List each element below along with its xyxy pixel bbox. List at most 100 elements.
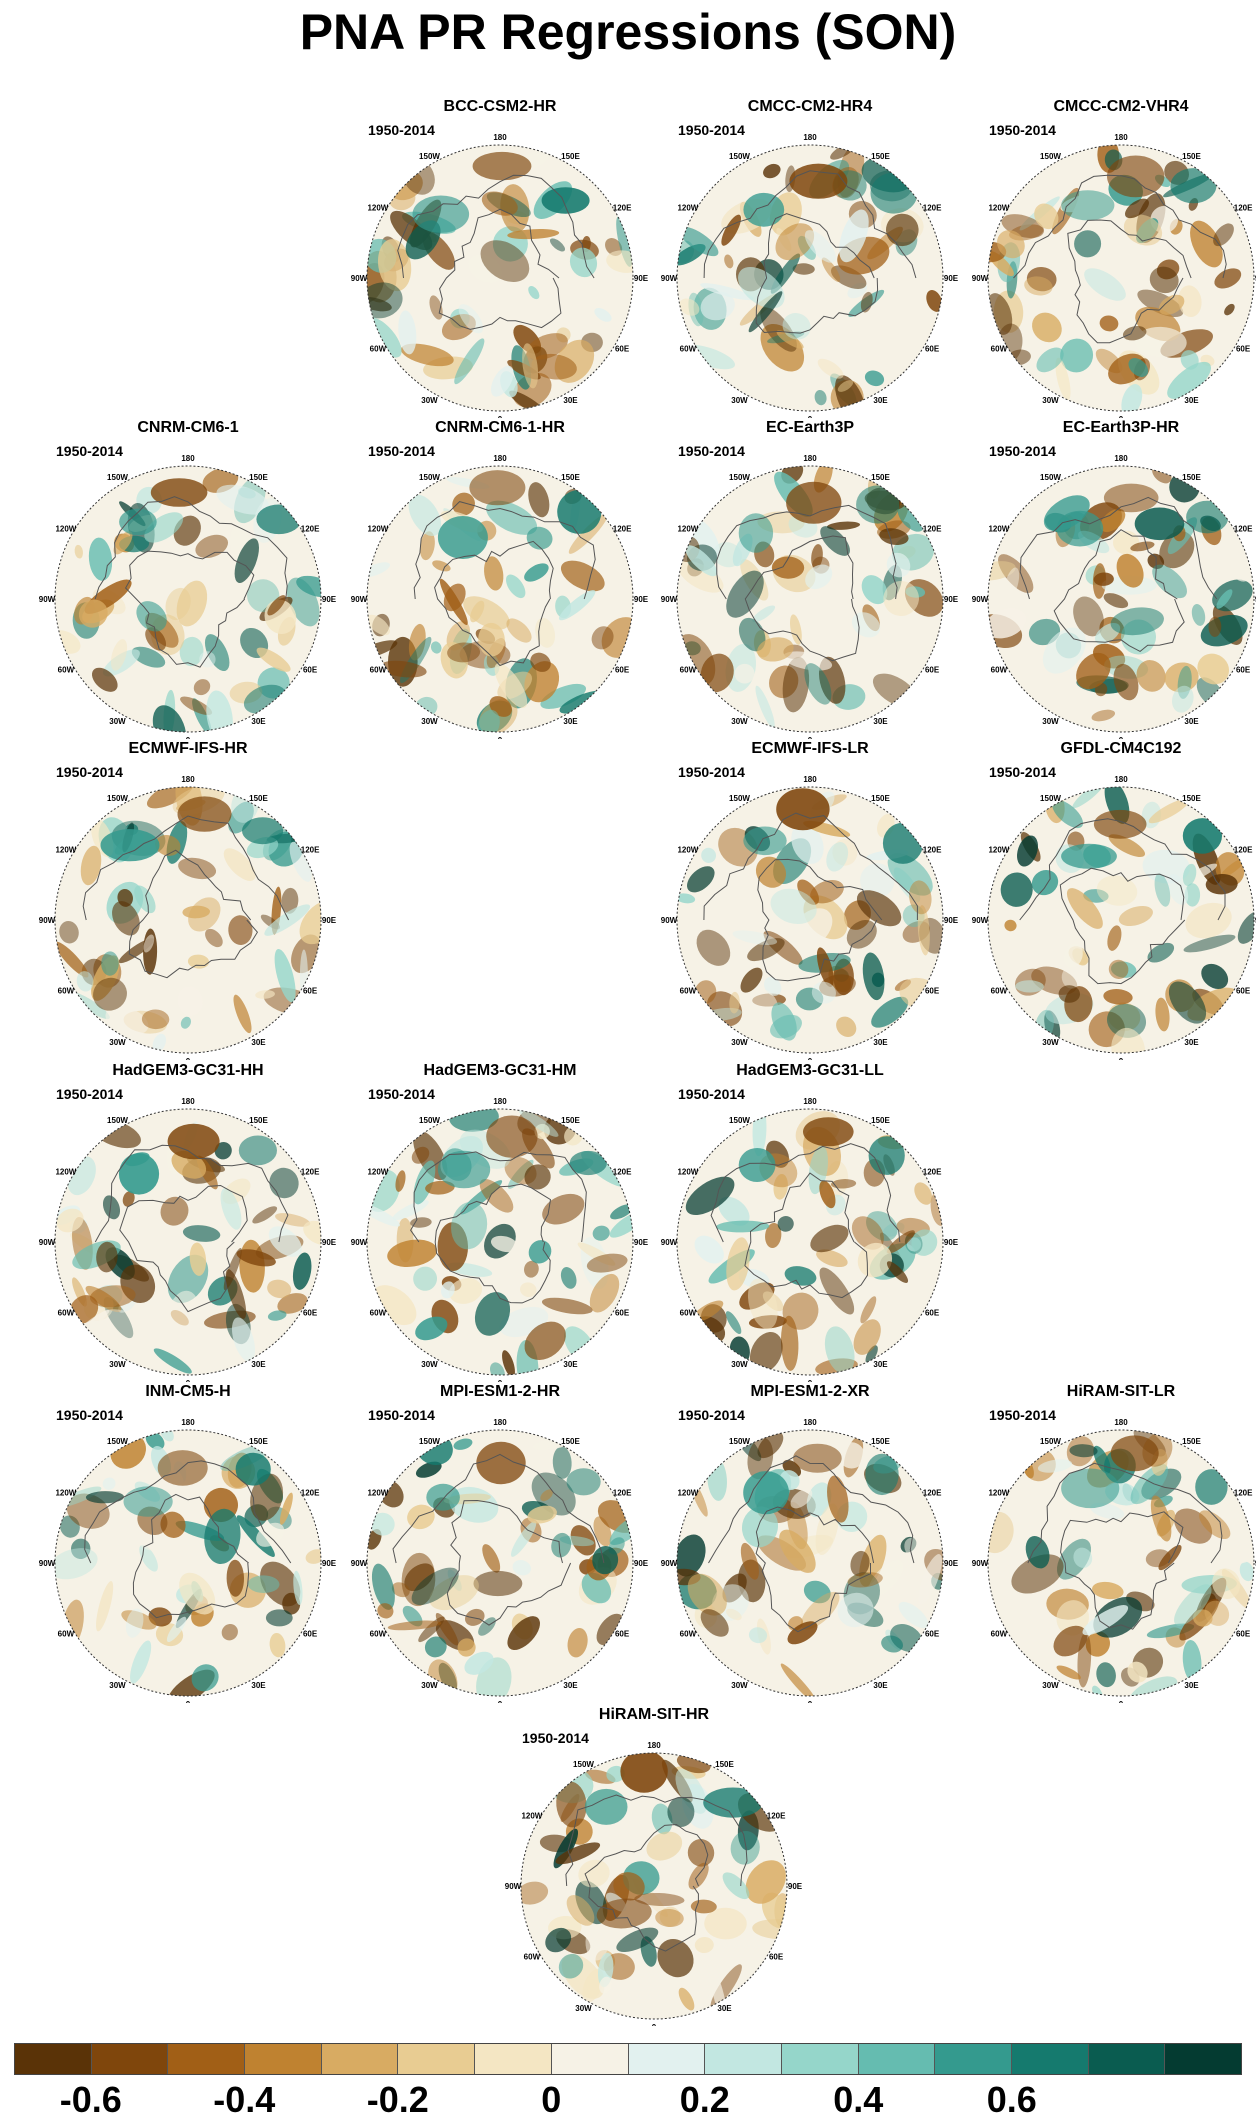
anomaly-patch xyxy=(549,238,566,252)
longitude-label: 150E xyxy=(249,1116,268,1125)
anomaly-patch xyxy=(803,1580,831,1604)
longitude-label: 120W xyxy=(677,525,698,534)
colorbar-swatch xyxy=(321,2044,399,2074)
anomaly-patch xyxy=(415,1316,448,1341)
anomaly-patch xyxy=(141,1009,170,1030)
anomaly-patch xyxy=(415,1461,442,1478)
anomaly-patch xyxy=(997,230,1025,259)
anomaly-patch xyxy=(1110,1435,1159,1472)
panel-period: 1950-2014 xyxy=(678,1407,745,1423)
polar-map: 180 150E 120E 90E 60E 30E 0 30W 60W 90W 120W 150W xyxy=(661,1418,959,1703)
anomaly-patch xyxy=(131,646,166,668)
anomaly-patch xyxy=(145,627,166,651)
anomaly-patch xyxy=(1037,1459,1073,1473)
panel-title: ECMWF-IFS-HR xyxy=(128,740,248,757)
anomaly-patch xyxy=(490,1362,505,1375)
colorbar-swatch xyxy=(1165,2044,1241,2074)
anomaly-patch xyxy=(410,1217,432,1228)
anomaly-patch xyxy=(745,1860,786,1904)
anomaly-patch xyxy=(836,1016,857,1038)
anomaly-patch xyxy=(469,470,526,506)
longitude-label: 60E xyxy=(925,345,940,354)
longitude-label: 30W xyxy=(421,1681,438,1690)
longitude-label: 120E xyxy=(923,204,942,213)
map-border xyxy=(366,1108,634,1376)
anomaly-patch xyxy=(379,660,427,678)
anomaly-patch xyxy=(275,1213,311,1227)
anomaly-patch xyxy=(1111,1027,1146,1053)
anomaly-patch xyxy=(860,1296,877,1324)
longitude-label: 90W xyxy=(351,1238,368,1247)
longitude-label: 90W xyxy=(39,1238,56,1247)
anomaly-patch xyxy=(74,544,83,559)
longitude-label: 90E xyxy=(1255,274,1256,283)
anomaly-patch xyxy=(1107,155,1165,198)
anomaly-patch xyxy=(1011,1554,1064,1594)
anomaly-patch xyxy=(1074,230,1102,258)
anomaly-patch xyxy=(55,1548,98,1580)
anomaly-patch xyxy=(777,1216,794,1232)
anomaly-patch xyxy=(1066,888,1103,929)
anomaly-patch xyxy=(898,1601,929,1629)
anomaly-patch xyxy=(540,1489,553,1502)
anomaly-patch xyxy=(865,1453,899,1496)
anomaly-patch xyxy=(392,1200,429,1221)
anomaly-patch xyxy=(856,890,902,927)
anomaly-patch xyxy=(685,1176,735,1216)
anomaly-patch xyxy=(447,1569,462,1591)
longitude-label: 30W xyxy=(731,1681,748,1690)
longitude-label: 150W xyxy=(107,1116,128,1125)
map-border xyxy=(987,786,1255,1054)
anomaly-patch xyxy=(1148,798,1190,824)
anomaly-patch xyxy=(102,1195,121,1220)
anomaly-patch xyxy=(1201,963,1229,989)
colorbar-label: 0.6 xyxy=(986,2079,1037,2120)
longitude-label: 0 xyxy=(186,1700,191,1703)
anomaly-patch xyxy=(596,1898,652,1929)
longitude-label: 150W xyxy=(419,1437,440,1446)
anomaly-patch xyxy=(694,1235,724,1264)
longitude-label: 150E xyxy=(249,473,268,482)
anomaly-patch xyxy=(1103,593,1129,609)
coastline xyxy=(124,550,255,668)
anomaly-patch xyxy=(1061,966,1081,989)
anomaly-patch xyxy=(911,1229,938,1256)
longitude-label: 150E xyxy=(871,473,890,482)
longitude-label: 150W xyxy=(729,1437,750,1446)
anomaly-patch xyxy=(1108,834,1146,857)
anomaly-patch xyxy=(408,494,442,537)
anomaly-patch xyxy=(850,1550,870,1577)
anomaly-patch xyxy=(800,1591,840,1630)
longitude-label: 60W xyxy=(680,345,697,354)
anomaly-patch xyxy=(478,1617,496,1636)
longitude-label: 30E xyxy=(251,1681,266,1690)
map-border xyxy=(676,1108,944,1376)
anomaly-patch xyxy=(443,583,466,612)
longitude-label: 150W xyxy=(729,1116,750,1125)
anomaly-patch xyxy=(247,1575,280,1594)
panel-title: ECMWF-IFS-LR xyxy=(751,740,869,757)
longitude-label: 60E xyxy=(1236,987,1251,996)
colorbar-swatch xyxy=(398,2044,476,2074)
anomaly-patch xyxy=(76,971,94,992)
anomaly-patch xyxy=(178,857,217,880)
longitude-label: 120W xyxy=(677,1168,698,1177)
anomaly-patch xyxy=(837,1592,874,1628)
anomaly-patch xyxy=(476,1441,526,1485)
map-panel: 180 150E 120E 90E 60E 30E 0 30W 60W 90W 120W 150W BC… xyxy=(340,98,660,418)
coastline xyxy=(94,496,288,600)
anomaly-patch xyxy=(527,1505,557,1524)
anomaly-patch xyxy=(738,1148,776,1182)
anomaly-patch xyxy=(1125,198,1149,219)
longitude-label: 60W xyxy=(58,1309,75,1318)
anomaly-patch xyxy=(520,1282,537,1297)
polar-map: 180 150E 120E 90E 60E 30E 0 30W 60W 90W 120W 150W xyxy=(351,454,649,739)
anomaly-patch xyxy=(481,191,518,216)
anomaly-patch xyxy=(526,526,553,550)
longitude-label: 30E xyxy=(1184,1038,1199,1047)
anomaly-patch xyxy=(738,513,774,553)
colorbar-swatch xyxy=(858,2044,936,2074)
anomaly-patch xyxy=(585,1923,609,1961)
anomaly-patch xyxy=(847,1572,883,1588)
anomaly-patch xyxy=(214,1141,232,1160)
